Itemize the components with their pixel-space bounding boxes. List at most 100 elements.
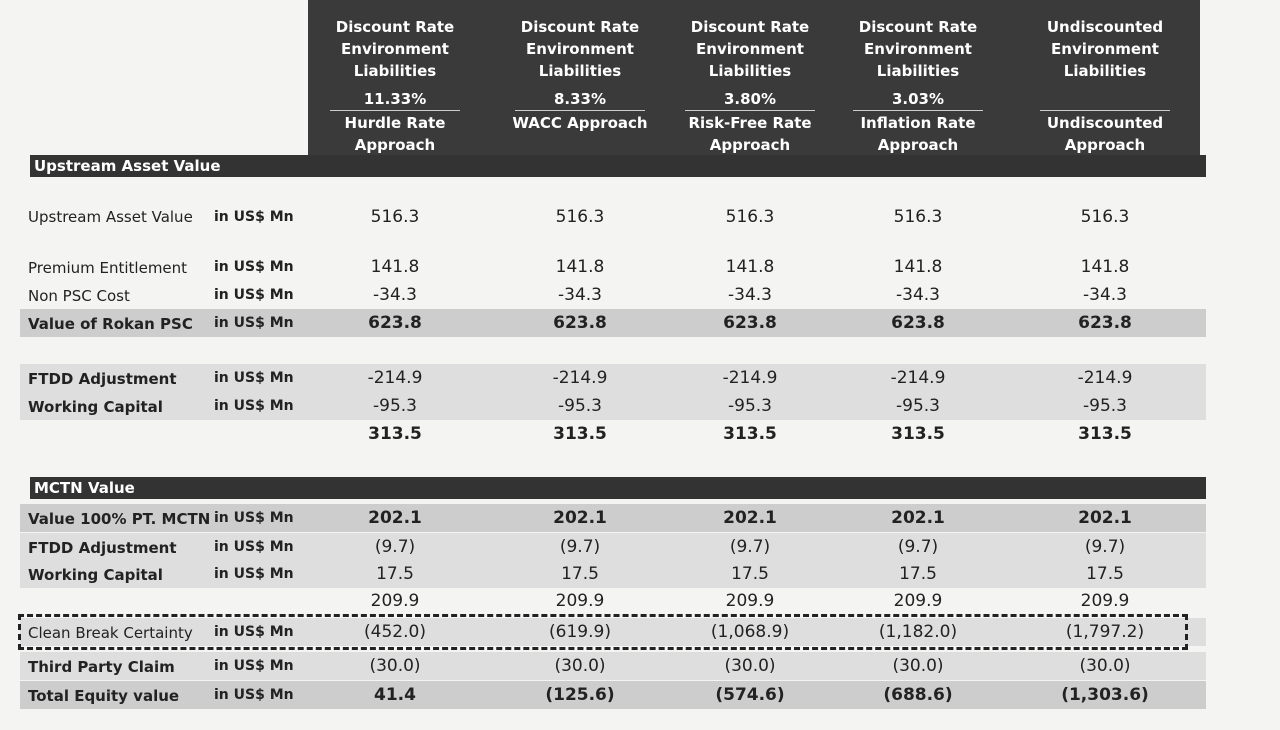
row-unit: in US$ Mn [214,398,294,414]
column-title: Discount Rate Environment Liabilities [520,18,640,80]
row-label: Non PSC Cost [28,287,130,305]
cell-value: 141.8 [725,257,775,277]
header-block [308,0,1200,168]
cell-value: (452.0) [364,622,426,642]
divider [685,110,815,111]
cell-value: -34.3 [728,285,772,305]
cell-value: 313.5 [1078,424,1132,444]
row-shade [20,504,1206,532]
cell-value: 516.3 [893,207,943,227]
cell-value: -34.3 [373,285,417,305]
cell-value: 516.3 [370,207,420,227]
section-title: Upstream Asset Value [30,155,1206,177]
cell-value: (1,797.2) [1065,622,1145,642]
cell-value: 623.8 [723,313,777,333]
cell-value: 202.1 [723,508,777,528]
cell-value: -34.3 [896,285,940,305]
divider [515,110,645,111]
row-unit: in US$ Mn [214,510,294,526]
section-title: MCTN Value [30,477,1206,499]
cell-value: (9.7) [559,537,601,557]
row-label: Working Capital [28,398,163,416]
cell-value: 313.5 [553,424,607,444]
cell-value: 623.8 [891,313,945,333]
cell-value: 516.3 [555,207,605,227]
cell-value: (1,182.0) [878,622,958,642]
divider [330,110,460,111]
divider [853,110,983,111]
cell-value: (9.7) [729,537,771,557]
cell-value: (30.0) [724,656,776,676]
cell-value: 623.8 [368,313,422,333]
cell-value: (30.0) [369,656,421,676]
cell-value: 313.5 [368,424,422,444]
row-label: Working Capital [28,566,163,584]
row-shade [20,533,1206,561]
column-title: Undiscounted Environment Liabilities [1046,18,1164,80]
cell-value: -34.3 [1083,285,1127,305]
cell-value: -214.9 [367,368,423,388]
cell-value: 17.5 [1086,564,1124,584]
cell-value: 17.5 [899,564,937,584]
row-unit: in US$ Mn [214,566,294,582]
cell-value: -95.3 [373,396,417,416]
cell-value: (125.6) [545,685,615,705]
cell-value: (688.6) [883,685,953,705]
cell-value: 202.1 [1078,508,1132,528]
column-rate: 3.80% [723,90,777,108]
column-rate: 3.03% [891,90,945,108]
cell-value: 202.1 [368,508,422,528]
column-title: Discount Rate Environment Liabilities [690,18,810,80]
row-shade [20,681,1206,709]
cell-value: 17.5 [376,564,414,584]
cell-value: 17.5 [561,564,599,584]
row-shade [20,560,1206,588]
cell-value: -214.9 [552,368,608,388]
cell-value: 516.3 [1080,207,1130,227]
column-title: Discount Rate Environment Liabilities [858,18,978,80]
row-label: Third Party Claim [28,658,175,676]
cell-value: (30.0) [1079,656,1131,676]
row-label: FTDD Adjustment [28,370,177,388]
cell-value: (9.7) [374,537,416,557]
row-unit: in US$ Mn [214,687,294,703]
column-approach: Undiscounted Approach [1046,114,1164,154]
row-label: Premium Entitlement [28,259,188,277]
cell-value: 41.4 [374,685,416,705]
row-unit: in US$ Mn [214,658,294,674]
row-unit: in US$ Mn [214,624,294,640]
column-approach: WACC Approach [512,114,648,132]
cell-value: 141.8 [1080,257,1130,277]
cell-value: -95.3 [1083,396,1127,416]
row-unit: in US$ Mn [214,539,294,555]
cell-value: 209.9 [893,591,943,611]
cell-value: 202.1 [891,508,945,528]
row-shade [20,364,1206,392]
column-approach: Inflation Rate Approach [860,114,976,154]
row-unit: in US$ Mn [214,209,294,225]
column-approach: Hurdle Rate Approach [344,114,446,154]
cell-value: (574.6) [715,685,785,705]
cell-value: 209.9 [370,591,420,611]
cell-value: 17.5 [731,564,769,584]
row-shade [20,652,1206,680]
row-unit: in US$ Mn [214,370,294,386]
cell-value: (1,068.9) [710,622,790,642]
column-title: Discount Rate Environment Liabilities [335,18,455,80]
cell-value: 516.3 [725,207,775,227]
row-unit: in US$ Mn [214,259,294,275]
row-unit: in US$ Mn [214,315,294,331]
cell-value: 209.9 [555,591,605,611]
column-rate: 11.33% [363,90,427,108]
cell-value: -34.3 [558,285,602,305]
cell-value: 623.8 [553,313,607,333]
cell-value: -95.3 [558,396,602,416]
row-label: Clean Break Certainty [28,624,193,642]
row-label: Value of Rokan PSC [28,315,193,333]
cell-value: -214.9 [722,368,778,388]
cell-value: 141.8 [370,257,420,277]
cell-value: 141.8 [893,257,943,277]
row-label: FTDD Adjustment [28,539,177,557]
cell-value: 313.5 [723,424,777,444]
